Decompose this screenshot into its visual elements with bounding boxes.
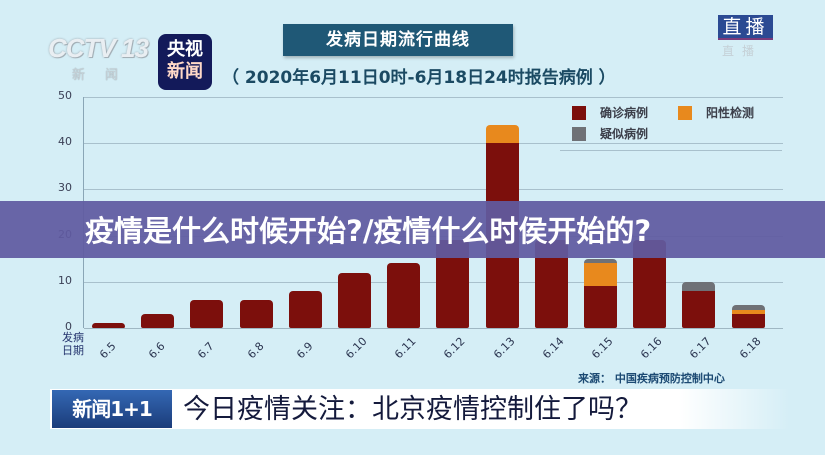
legend-item-suspected: 疑似病例 <box>572 125 648 142</box>
legend-item-positive: 阳性检测 <box>678 104 754 121</box>
bar-segment <box>485 124 519 144</box>
bar-6.6 <box>141 314 175 328</box>
x-tick-label: 6.6 <box>146 339 168 362</box>
x-tick-label: 6.5 <box>97 339 119 362</box>
x-tick-label: 6.13 <box>490 334 518 362</box>
bar-segment <box>92 323 125 328</box>
x-axis-baseline <box>84 328 783 329</box>
confirmed-swatch-icon <box>572 105 586 120</box>
x-tick-label: 6.12 <box>441 334 468 362</box>
bar-segment <box>288 291 322 328</box>
bar-6.9 <box>288 291 322 328</box>
bar-6.10 <box>338 272 371 328</box>
lower-third-headline: 今日疫情关注：北京疫情控制住了吗？ <box>183 394 642 424</box>
gridline <box>84 143 783 145</box>
chart-title: 发病日期流行曲线 <box>283 24 513 56</box>
bar-segment <box>682 281 716 292</box>
x-tick-label: 6.17 <box>687 334 714 362</box>
lower-third-bar <box>50 389 790 429</box>
data-source: 来源： 中国疾病预防控制中心 <box>578 372 725 385</box>
bar-6.8 <box>239 300 273 328</box>
live-badge-reflection: 直播 <box>722 44 763 58</box>
app-logo-line2: 新闻 <box>167 61 203 82</box>
bar-segment <box>731 309 765 315</box>
bar-segment <box>682 291 716 328</box>
bar-segment <box>584 263 617 287</box>
cctv-logo-subtitle: 新闻 <box>72 68 139 83</box>
bar-segment <box>141 314 175 328</box>
headline-overlay-band <box>0 201 825 258</box>
program-logo: 新闻1+1 <box>52 390 172 428</box>
y-tick-label: 10 <box>58 273 72 287</box>
bar-6.7 <box>190 300 224 328</box>
bar-segment <box>731 314 765 328</box>
y-tick-label: 0 <box>65 320 72 333</box>
live-badge: 直播 <box>718 15 773 40</box>
x-tick-label: 6.8 <box>244 339 267 362</box>
x-tick-label: 6.7 <box>195 339 217 362</box>
headline-overlay-text: 疫情是什么时候开始?/疫情什么时侯开始的? <box>85 214 652 248</box>
bar-segment <box>239 300 273 328</box>
chart-subtitle: （ 2020年6月11日0时-6月18日24时报告病例 ） <box>222 68 616 88</box>
x-tick-label: 6.14 <box>539 334 567 362</box>
bar-6.5 <box>92 323 125 328</box>
y-tick-label: 40 <box>58 135 72 149</box>
y-tick-label: 50 <box>58 89 72 102</box>
y-tick-label: 30 <box>58 181 72 195</box>
suspected-swatch-icon <box>572 126 586 141</box>
bar-6.15 <box>584 258 617 328</box>
app-logo-line1: 央视 <box>167 39 203 60</box>
chart-legend: 确诊病例 阳性检测 疑似病例 <box>560 97 782 151</box>
bar-segment <box>338 272 371 328</box>
bar-6.17 <box>682 281 716 328</box>
x-tick-label: 6.9 <box>293 339 316 362</box>
x-tick-label: 6.15 <box>589 334 616 362</box>
cctv-logo: CCTV 13 <box>48 33 149 63</box>
gridline <box>84 97 783 98</box>
bar-segment <box>190 300 224 328</box>
bar-6.11 <box>387 263 421 328</box>
positive-swatch-icon <box>678 105 692 120</box>
gridline <box>84 189 783 191</box>
bar-segment <box>584 258 617 264</box>
x-tick-label: 6.16 <box>638 334 665 362</box>
x-tick-label: 6.10 <box>343 334 370 362</box>
bar-segment <box>584 286 617 328</box>
bar-segment <box>731 304 765 310</box>
bar-segment <box>387 263 421 328</box>
x-tick-label: 6.11 <box>392 334 419 362</box>
x-tick-label: 6.18 <box>736 334 764 362</box>
bar-6.18 <box>731 304 765 328</box>
gridline <box>84 281 783 283</box>
x-axis-label: 发病 日期 <box>62 331 84 357</box>
legend-item-confirmed: 确诊病例 <box>572 104 648 121</box>
cctv-news-app-logo: 央视 新闻 <box>158 34 212 90</box>
